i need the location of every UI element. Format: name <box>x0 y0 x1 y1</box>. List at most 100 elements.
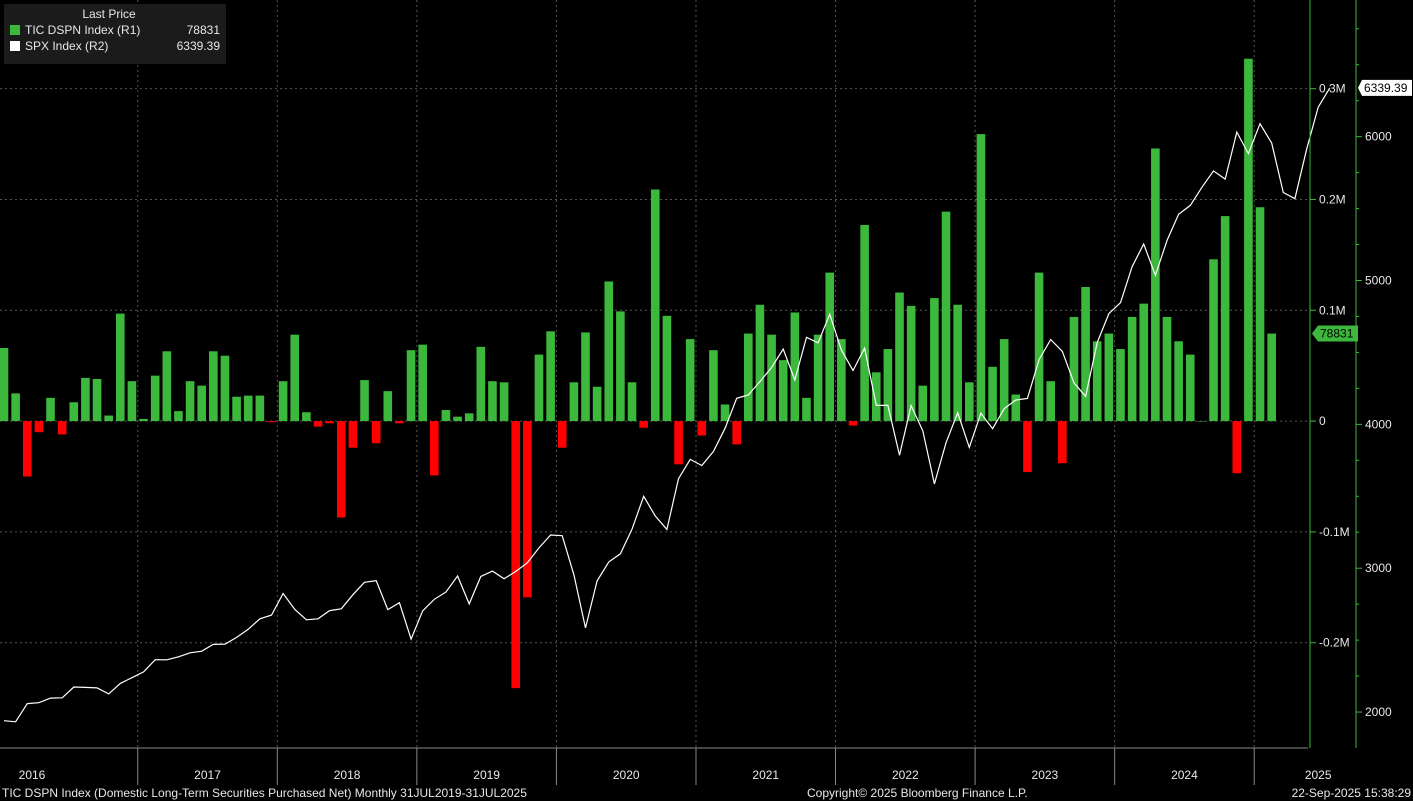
tic-bar <box>604 281 614 422</box>
tic-bar <box>1244 58 1253 422</box>
tic-bar <box>1151 148 1160 422</box>
tic-bar <box>697 421 707 436</box>
x-tick-label: 2022 <box>892 768 919 782</box>
tic-bar <box>837 339 846 422</box>
tic-bar <box>57 421 67 435</box>
r1-tick-label: -0.1M <box>1319 525 1350 539</box>
r2-tick-label: 5000 <box>1365 274 1392 288</box>
tic-bar <box>767 334 776 422</box>
tic-bar <box>674 421 683 465</box>
tic-bar <box>255 395 265 422</box>
tic-bar <box>581 332 590 422</box>
tic-bar <box>243 395 253 422</box>
legend-value-tic: 78831 <box>186 23 220 37</box>
tic-bar <box>406 350 416 422</box>
tic-bar <box>941 211 951 422</box>
tic-bar <box>534 354 544 422</box>
tic-bar <box>1046 381 1055 422</box>
legend-item-tic: TIC DSPN Index (R1) 78831 <box>4 22 226 38</box>
tic-bar <box>348 421 358 448</box>
tic-bar <box>790 312 800 422</box>
tic-bar <box>1232 421 1242 474</box>
tic-bar <box>592 386 602 422</box>
tic-bar <box>430 421 439 476</box>
tic-bar <box>1023 421 1032 473</box>
tic-bar <box>953 304 962 422</box>
tic-bar <box>336 421 346 518</box>
tic-bar <box>639 421 648 428</box>
tic-bar <box>325 421 334 424</box>
tic-bar <box>778 360 788 422</box>
tic-bar <box>418 344 427 422</box>
tic-bar <box>825 272 835 422</box>
tic-bar <box>930 298 939 422</box>
tic-bar <box>732 421 741 445</box>
r2-tick-label: 6000 <box>1365 130 1392 144</box>
tic-bar <box>813 334 823 422</box>
tic-bar <box>755 304 765 422</box>
tic-bar <box>1255 207 1265 422</box>
legend-header: Last Price <box>82 7 136 21</box>
x-tick-label: 2018 <box>334 768 361 782</box>
tic-bar <box>313 421 323 427</box>
footer-timestamp: 22-Sep-2025 15:38:29 <box>1291 786 1411 800</box>
tic-bar <box>988 366 997 422</box>
tic-bar <box>860 224 869 422</box>
r1-last-value-shape <box>1312 325 1358 342</box>
tic-bar <box>523 421 532 598</box>
tic-bar <box>290 334 300 422</box>
tic-bar <box>1058 421 1067 464</box>
tic-bar <box>174 411 183 422</box>
r1-axis: 0.3M 0.2M 0.1M 0 -0.1M -0.2M 78831 <box>1309 0 1358 748</box>
tic-bar <box>22 421 32 477</box>
tic-bar <box>46 397 55 422</box>
tic-bar <box>964 382 974 422</box>
tic-bar <box>1139 303 1149 422</box>
legend-swatch-tic <box>10 25 20 35</box>
tic-bar <box>464 413 474 422</box>
tic-bar <box>81 377 90 422</box>
x-tick-label: 2017 <box>194 768 221 782</box>
tic-bar <box>1034 272 1044 422</box>
tic-bar <box>1116 349 1125 422</box>
x-tick-label: 2021 <box>752 768 779 782</box>
tic-bar <box>1220 216 1230 422</box>
tic-bar <box>185 381 195 422</box>
r1-tick-label: 0.3M <box>1319 82 1346 96</box>
r1-tick-label: 0.2M <box>1319 192 1346 206</box>
tic-bar <box>720 404 730 422</box>
tic-bar <box>69 402 79 422</box>
footer: TIC DSPN Index (Domestic Long-Term Secur… <box>0 785 1413 801</box>
tic-bar <box>569 382 579 422</box>
tic-bar <box>441 410 451 422</box>
tic-bar <box>1185 354 1195 422</box>
r1-tick-label: -0.2M <box>1319 636 1350 650</box>
tic-bar <box>162 351 172 422</box>
tic-bar <box>11 393 20 422</box>
tic-bar <box>360 380 369 422</box>
tic-bar <box>1174 341 1183 422</box>
tic-bar <box>150 375 160 422</box>
x-tick-label: 2016 <box>19 768 46 782</box>
tic-bar <box>546 331 555 422</box>
tic-bar <box>139 418 148 422</box>
tic-bar <box>1011 394 1021 422</box>
tic-bar <box>999 339 1009 422</box>
tic-bar <box>627 382 637 422</box>
tic-bar <box>906 305 916 422</box>
tic-bar <box>395 421 404 424</box>
r2-last-value-badge: 6339.39 <box>1358 79 1412 96</box>
x-tick-label: 2024 <box>1171 768 1198 782</box>
tic-bar <box>1104 333 1114 422</box>
tic-bar <box>1209 259 1218 422</box>
tic-bar <box>476 346 486 422</box>
footer-copyright: Copyright© 2025 Bloomberg Finance L.P. <box>807 786 1028 800</box>
legend-name-tic: TIC DSPN Index (R1) <box>25 23 141 37</box>
tic-bar <box>802 397 811 422</box>
tic-bar <box>1127 316 1137 422</box>
tic-bar <box>220 355 230 422</box>
r1-tick-label: 0.1M <box>1319 303 1346 317</box>
legend-item-spx: SPX Index (R2) 6339.39 <box>4 38 226 54</box>
tic-bar <box>650 189 660 422</box>
